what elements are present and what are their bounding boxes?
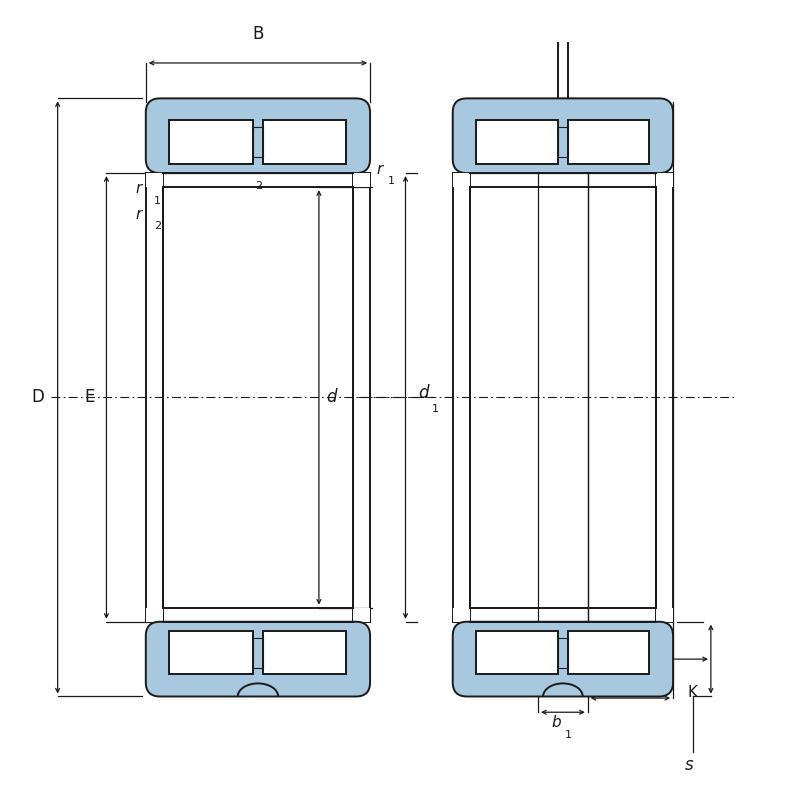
Bar xyxy=(568,631,650,674)
Bar xyxy=(169,631,253,674)
Text: B: B xyxy=(252,25,264,43)
Text: E: E xyxy=(84,389,94,406)
Text: s: s xyxy=(684,756,693,774)
Bar xyxy=(453,608,470,622)
Bar xyxy=(353,608,370,622)
Bar xyxy=(353,173,370,187)
Text: 2: 2 xyxy=(153,221,161,231)
Bar xyxy=(263,120,346,164)
FancyBboxPatch shape xyxy=(453,622,673,696)
Bar xyxy=(146,173,163,187)
Text: D: D xyxy=(32,389,45,406)
FancyBboxPatch shape xyxy=(453,98,673,173)
FancyBboxPatch shape xyxy=(146,622,370,696)
Bar xyxy=(656,608,673,622)
Text: 1: 1 xyxy=(565,730,572,740)
Bar xyxy=(453,173,470,187)
Text: d: d xyxy=(326,389,337,406)
Text: r: r xyxy=(135,206,142,222)
Text: 1: 1 xyxy=(388,176,395,186)
FancyBboxPatch shape xyxy=(146,98,370,173)
Text: r: r xyxy=(135,181,142,197)
Bar xyxy=(568,120,650,164)
Bar xyxy=(169,120,253,164)
Text: d: d xyxy=(418,385,428,402)
Bar xyxy=(146,608,163,622)
Text: 1: 1 xyxy=(431,405,439,414)
Text: r: r xyxy=(238,154,244,169)
Text: 1: 1 xyxy=(153,196,161,205)
Bar xyxy=(476,631,558,674)
Text: 2: 2 xyxy=(255,181,262,191)
Bar xyxy=(656,173,673,187)
Text: r: r xyxy=(376,161,383,177)
Text: K: K xyxy=(687,685,697,700)
Bar xyxy=(476,120,558,164)
Bar xyxy=(263,631,346,674)
Text: b: b xyxy=(551,715,561,730)
